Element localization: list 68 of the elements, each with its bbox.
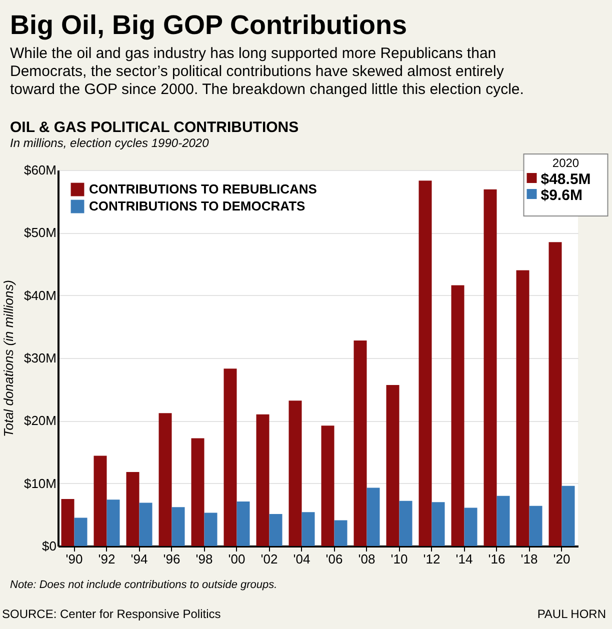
bar (484, 189, 497, 546)
y-tick-label: $60M (24, 162, 56, 178)
chart-subtitle: While the oil and gas industry has long supported more Republicans than Democrats, the sector’s political contributions have skewed almost entirely toward the GOP since 2000. The breakdown changed little this election cycle. (10, 45, 524, 98)
x-tick-label: '06 (326, 552, 343, 566)
annotation: $9.6M (540, 187, 582, 204)
legend-label: CONTRIBUTIONS TO REBUBLICANS (89, 182, 318, 196)
text: In millions, election cycles 1990-2020 (10, 136, 210, 150)
x-tick-label: '08 (358, 552, 376, 566)
x-tick-label: '18 (520, 552, 538, 566)
text: PAUL HORN (537, 607, 606, 621)
bar (236, 502, 250, 546)
text: 2020 (552, 156, 580, 170)
bar (224, 368, 237, 546)
bar (529, 506, 542, 546)
bar (354, 340, 367, 546)
x-tick-label: '12 (423, 552, 440, 566)
bar (366, 488, 380, 546)
chart-title: Big Oil, Big GOP Contributions (10, 10, 407, 40)
bar (106, 500, 120, 546)
text: Note: Does not include contributions to outside groups. (10, 579, 278, 591)
bar (139, 502, 152, 546)
bar (191, 438, 204, 546)
bar (464, 508, 478, 546)
bar (548, 242, 562, 546)
x-tick-label: '90 (66, 552, 83, 566)
bar (256, 414, 270, 546)
x-tick-label: '10 (390, 552, 408, 566)
text: OIL & GAS POLITICAL CONTRIBUTIONS (10, 119, 299, 136)
legend-label: CONTRIBUTIONS TO DEMOCRATS (89, 198, 306, 214)
y-tick-label: $10M (24, 476, 56, 491)
bar (61, 499, 74, 546)
bar (126, 472, 140, 546)
x-tick-label: '94 (130, 552, 148, 566)
y-tick-label: $30M (24, 350, 56, 366)
bar (158, 413, 172, 546)
y-tick-label: $40M (24, 288, 56, 303)
bar (418, 180, 432, 546)
x-tick-label: '00 (228, 552, 246, 566)
x-tick-label: '20 (553, 552, 570, 566)
x-tick-label: '96 (163, 552, 180, 566)
x-tick-label: '04 (293, 552, 310, 566)
bar (204, 512, 218, 546)
bar (302, 512, 315, 546)
annotation: $48.5M (540, 171, 591, 188)
bar (94, 456, 107, 546)
bar (74, 518, 88, 546)
bar (451, 285, 464, 546)
source-note: SOURCE: Center for Responsive Politics (2, 607, 221, 621)
y-axis-title: Total donations (in millions) (0, 280, 16, 438)
bar (562, 486, 575, 546)
bar (516, 270, 530, 546)
bar (269, 514, 282, 546)
x-tick-label: '14 (456, 552, 473, 566)
x-tick-label: '02 (260, 552, 278, 566)
y-tick-label: $20M (24, 413, 56, 428)
y-tick-label: $50M (24, 225, 56, 240)
bar (399, 500, 412, 546)
bar (321, 426, 334, 546)
bar (432, 502, 445, 546)
x-tick-label: '98 (196, 552, 213, 566)
y-tick-label: $0 (42, 538, 56, 554)
bar (386, 384, 400, 546)
bar (288, 400, 302, 546)
bar (172, 507, 185, 546)
bar (334, 520, 348, 546)
bar (496, 496, 510, 546)
x-tick-label: '92 (98, 552, 116, 566)
x-tick-label: '16 (488, 552, 506, 566)
